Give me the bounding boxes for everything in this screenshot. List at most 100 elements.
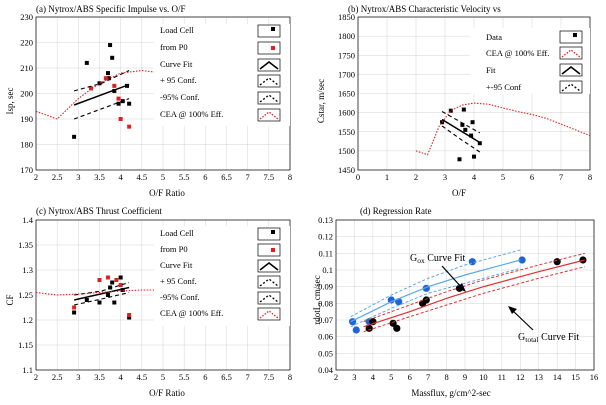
x-tick-label: 5 [161,172,165,182]
point-from-p0 [103,76,108,81]
legend-swatch-from-p0-mark [271,46,275,50]
x-tick-label: 3.5 [94,372,105,382]
x-tick-label: 4 [119,172,124,182]
panel-a-xlabel: O/F Ratio [149,188,185,198]
panel-c: (c) Nytrox/ABS Thrust Coefficient 2 2.5 3 3… [5,206,292,398]
y-tick-label: 1650 [338,89,355,99]
point-data [469,133,474,138]
x-tick-label: 2.5 [52,172,63,182]
point-gtotal [553,258,561,266]
x-tick-label: 0 [356,172,360,182]
legend-a-item-1: from P0 [160,42,188,52]
line-gox-upper [350,249,521,318]
x-tick-label: 3 [443,172,447,182]
y-tick-label: 1550 [338,127,355,137]
legend-swatch-fit-mark [561,66,581,75]
x-tick-label: 10 [479,372,488,382]
panel-b-legend: Data CEA @ 100% Eff. Fit +-95 Conf [470,28,590,94]
legend-b-item-1: CEA @ 100% Eff. [486,48,549,58]
panel-c-ylabel: CF [5,294,15,305]
legend-a-item-4: -95% Conf. [160,92,200,102]
legend-swatch-cea [257,307,281,321]
x-tick-label: 6.5 [221,172,232,182]
line-fit [441,118,481,144]
legend-swatch-minus-95 [257,91,281,105]
y-tick-label: 0.12 [318,232,333,242]
legend-swatch-load-cell [257,227,281,241]
point-from-p0 [97,278,102,282]
point-load-cell [116,101,121,106]
line-95-conf-lower [441,125,481,153]
point-load-cell [110,280,115,285]
legend-swatch-cea-mark [561,49,581,58]
point-from-p0 [116,96,121,101]
line-cea-100-eff [415,102,590,156]
legend-swatch-cea-mark [259,310,279,319]
point-load-cell [108,285,113,290]
y-tick-label: 0.04 [318,365,334,375]
legend-b-item-2: Fit [486,65,496,75]
x-tick-label: 8 [288,372,292,382]
gox-annotation-arrow-line [441,265,464,290]
legend-swatch-load-cell-mark [271,27,275,31]
x-tick-label: 11 [498,372,506,382]
y-tick-label: 1.3 [22,265,33,275]
point-gtotal [393,324,401,332]
line-95-conf [441,111,481,134]
point-data [460,122,465,127]
legend-c-item-2: Curve Fit [160,260,193,270]
y-tick-label: 1500 [338,146,355,156]
legend-swatch-conf [559,80,583,94]
line-gtotal-upper [363,252,585,323]
x-tick-label: 5 [389,372,393,382]
legend-c-item-1: from P0 [160,244,188,254]
line-curve-fit [73,83,130,106]
panel-b-legend-swatches [559,30,583,94]
x-tick-label: 7 [246,172,250,182]
y-tick-label: 1850 [338,12,355,22]
point-gtotal [365,324,373,332]
panel-c-xlabel: O/F Ratio [149,388,185,398]
x-tick-label: 8 [444,372,448,382]
legend-swatch-from-p0-mark [271,248,275,252]
panel-a-legend: Load Cell from P0 Curve Fit + 95 Conf. -… [154,24,290,126]
legend-a-item-0: Load Cell [160,25,194,35]
line-95-conf [73,70,130,92]
legend-a-item-5: CEA @ 100% Eff. [160,109,223,119]
legend-a-item-2: Curve Fit [160,59,193,69]
y-tick-label: 190 [20,114,33,124]
x-tick-label: 2 [414,172,418,182]
legend-swatch-curve-fit [257,58,281,72]
x-tick-label: 16 [590,372,599,382]
point-load-cell [105,293,110,297]
point-from-p0 [127,124,132,129]
point-data [477,141,482,146]
annotation-rest: Curve Fit [425,253,466,264]
y-tick-label: 1750 [338,50,355,60]
panel-d-title: (d) Regression Rate [360,206,431,216]
annotation-g: G [518,332,525,343]
annotation-subscript: ox [417,256,425,265]
x-tick-label: 5 [161,372,165,382]
panel-b: (b) Nytrox/ABS Characteristic Velocity v… [316,4,592,198]
x-tick-label: 6.5 [221,372,232,382]
line-gtotal-lower [363,266,585,333]
legend-c-item-3: + 95 Conf. [160,276,197,286]
panel-a: (a) Nytrox/ABS Specific Impulse vs. O/F … [5,4,292,198]
point-load-cell [97,300,102,305]
y-tick-label: 0.1 [322,265,333,275]
line-gtotal-fit [363,259,585,328]
annotation-subscript: total [525,335,538,344]
x-tick-label: 5.5 [179,172,190,182]
point-data [440,120,445,125]
line-95-conf [73,291,130,306]
point-load-cell [112,88,117,93]
series-layer [348,249,587,334]
annotation-rest: Curve Fit [539,332,580,343]
line-gox-lower [350,267,521,328]
point-load-cell [84,298,89,302]
x-tick-label: 5.5 [179,372,190,382]
y-tick-label: 1.35 [18,240,33,250]
legend-swatch-load-cell [257,24,281,38]
legend-swatch-from-p0 [257,243,281,257]
